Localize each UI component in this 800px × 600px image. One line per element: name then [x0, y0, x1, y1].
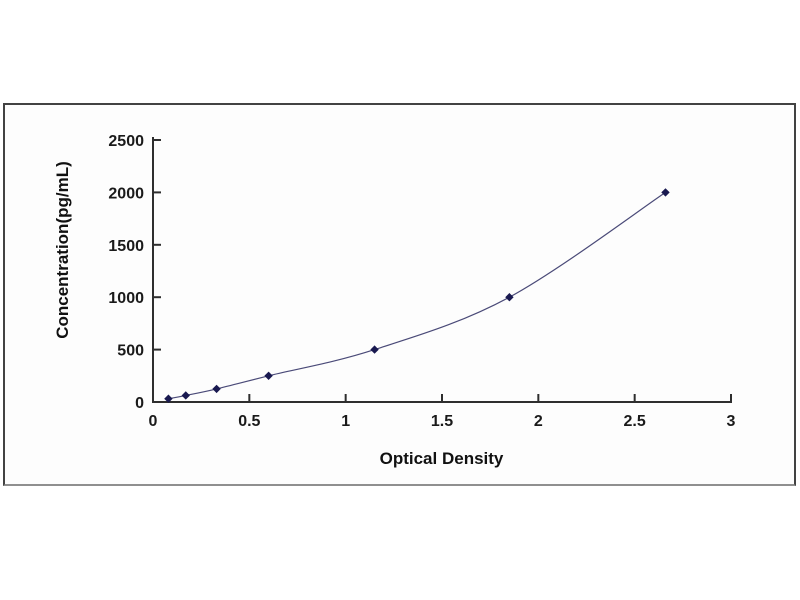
y-axis-title: Concentration(pg/mL) [53, 161, 72, 339]
svg-text:3: 3 [727, 413, 736, 430]
series-line [168, 191, 666, 400]
svg-text:1000: 1000 [108, 290, 144, 307]
axis-ticks [152, 139, 732, 403]
svg-text:2500: 2500 [108, 133, 144, 150]
tick-labels: 0 500 1000 1500 2000 2500 0 0.5 1 1.5 2 2.5 3 [108, 133, 735, 430]
svg-text:2000: 2000 [108, 185, 144, 202]
svg-text:1500: 1500 [108, 238, 144, 255]
svg-text:1: 1 [341, 413, 350, 430]
svg-text:2: 2 [534, 413, 543, 430]
chart-frame [3, 103, 796, 486]
axes [152, 137, 732, 403]
series-markers [164, 188, 670, 403]
svg-text:2.5: 2.5 [624, 413, 646, 430]
svg-text:0.5: 0.5 [238, 413, 260, 430]
svg-text:500: 500 [117, 343, 144, 360]
x-axis-title: Optical Density [379, 449, 504, 468]
svg-text:0: 0 [135, 395, 144, 412]
svg-text:1.5: 1.5 [431, 413, 453, 430]
svg-text:0: 0 [149, 413, 158, 430]
